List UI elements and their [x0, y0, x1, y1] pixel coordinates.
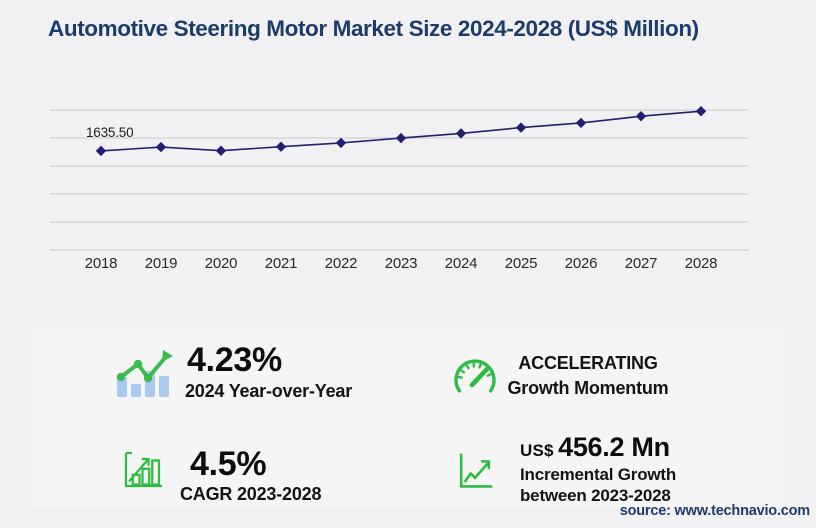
x-axis-label: 2022: [324, 255, 358, 272]
market-size-line: [100, 110, 702, 152]
data-point-2025: [515, 122, 527, 133]
bar-line-growth-icon: [116, 350, 173, 397]
incremental-number: 456.2 Mn: [558, 432, 670, 462]
chart-arrow-icon: [459, 453, 493, 488]
momentum-line2: Growth Momentum: [507, 378, 669, 398]
x-axis-label: 2028: [684, 255, 718, 272]
data-point-2018: [95, 145, 107, 157]
x-axis-label: 2020: [204, 255, 238, 272]
stats-panel: 4.23% 2024 Year-over-Year 4.5% CAGR 2023…: [33, 329, 783, 507]
momentum-text: ACCELERATING Growth Momentum: [488, 351, 688, 401]
x-axis-label: 2023: [384, 255, 418, 272]
incremental-line1: Incremental Growth: [520, 465, 677, 484]
x-axis-label: 2026: [564, 255, 598, 272]
cagr-value: 4.5%: [190, 445, 267, 483]
x-axis-label: 2021: [264, 255, 298, 272]
market-size-line-chart: 1635.50 2018 2019 2020 2021 2022 2023 2024 2025…: [50, 106, 749, 272]
x-axis-label: 2025: [504, 255, 538, 272]
data-point-2026: [575, 117, 587, 129]
speedometer-icon: [454, 359, 496, 393]
yoy-label: 2024 Year-over-Year: [185, 381, 353, 401]
data-point-2028: [695, 106, 707, 117]
data-point-2022: [335, 137, 347, 149]
cagr-label: CAGR 2023-2028: [180, 484, 322, 504]
x-axis-label: 2024: [444, 255, 478, 272]
first-point-value-label: 1635.50: [86, 125, 134, 140]
yoy-value: 4.23%: [187, 341, 282, 379]
data-point-2021: [275, 141, 287, 152]
incremental-line2: between 2023-2028: [520, 486, 671, 505]
line-chart-canvas: [50, 106, 749, 251]
incremental-currency: US$: [520, 441, 554, 460]
x-axis-label: 2027: [624, 255, 658, 272]
data-point-2027: [635, 111, 647, 122]
growth-bars-icon: [124, 451, 162, 488]
page-title: Automotive Steering Motor Market Size 20…: [48, 16, 699, 41]
x-axis-label: 2018: [84, 255, 118, 272]
data-point-2020: [215, 145, 227, 156]
incremental-value: US$ 456.2 Mn: [520, 432, 670, 467]
data-point-2019: [155, 141, 167, 153]
momentum-line1: ACCELERATING: [518, 353, 658, 373]
x-axis-label: 2019: [144, 255, 178, 272]
data-point-2023: [395, 132, 407, 144]
source-attribution: source: www.technavio.com: [619, 503, 810, 519]
data-point-2024: [455, 128, 467, 139]
